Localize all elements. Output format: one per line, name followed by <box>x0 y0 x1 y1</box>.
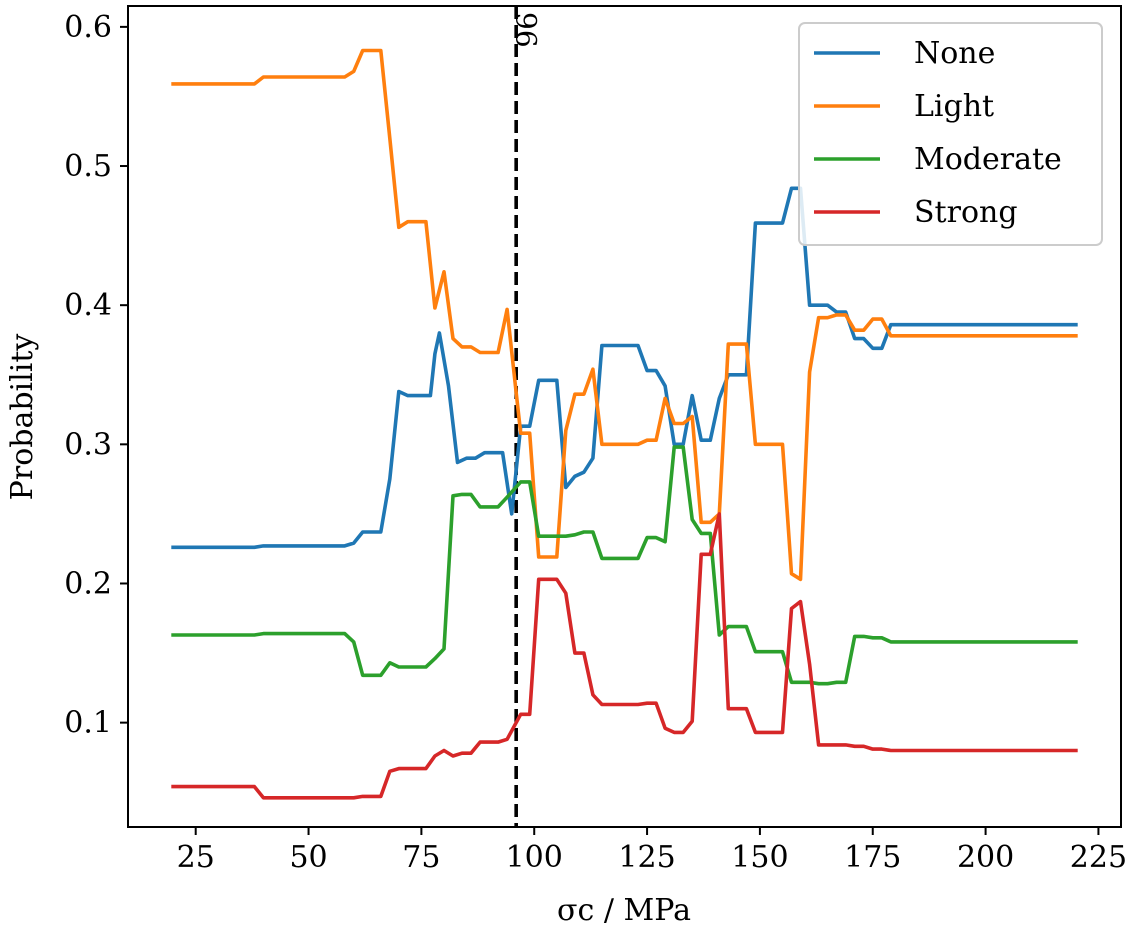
x-tick-label: 75 <box>402 840 440 875</box>
y-tick-label: 0.5 <box>64 149 112 184</box>
series-line-light <box>171 48 1078 582</box>
plot-frame <box>127 5 1122 828</box>
y-axis-label: Probability <box>5 334 40 501</box>
x-tick-label: 150 <box>731 840 788 875</box>
threshold-label: 96 <box>510 12 543 48</box>
series-line-moderate <box>171 445 1078 686</box>
x-tick-label: 225 <box>1070 840 1127 875</box>
x-axis-label: σc / MPa <box>557 893 691 928</box>
series-group <box>171 48 1078 800</box>
legend-label-none: None <box>914 36 995 71</box>
series-line-strong <box>171 512 1078 800</box>
y-tick-label: 0.1 <box>64 706 112 741</box>
y-tick-label: 0.2 <box>64 566 112 601</box>
y-tick-label: 0.4 <box>64 288 112 323</box>
reference-line-group: 96 <box>510 6 543 827</box>
series-line-none <box>171 186 1078 550</box>
legend-label-moderate: Moderate <box>914 142 1062 177</box>
x-tick-label: 200 <box>957 840 1014 875</box>
x-tick-label: 175 <box>844 840 901 875</box>
x-axis-ticks: 25 50 75 100 125 150 175 200 225 <box>177 827 1127 875</box>
y-tick-label: 0.6 <box>64 10 112 45</box>
y-tick-label: 0.3 <box>64 427 112 462</box>
legend-label-strong: Strong <box>914 195 1018 230</box>
x-tick-label: 100 <box>506 840 563 875</box>
x-tick-label: 125 <box>618 840 675 875</box>
x-tick-label: 25 <box>177 840 215 875</box>
y-axis-ticks: 0.1 0.2 0.3 0.4 0.5 0.6 <box>64 10 128 741</box>
legend-box <box>798 22 1103 246</box>
legend: None Light Moderate Strong <box>798 22 1103 246</box>
legend-label-light: Light <box>914 89 994 124</box>
x-tick-label: 50 <box>289 840 327 875</box>
